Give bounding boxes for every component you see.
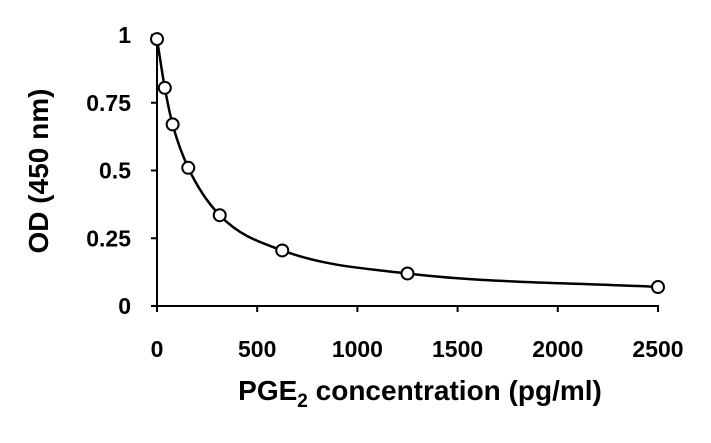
x-tick-label: 2000 [532,336,583,362]
x-tick-label: 1000 [332,336,383,362]
x-axis-title-prefix: PGE [238,375,297,406]
y-tick-label: 0.75 [86,90,131,116]
y-axis: 0 0.25 0.5 0.75 1 [86,22,158,319]
data-points [150,32,665,295]
x-axis-title: PGE2 concentration (pg/ml) [238,375,602,412]
data-point [212,208,227,223]
x-tick-label: 500 [238,336,276,362]
fit-curve-line [155,38,659,289]
y-tick-label: 1 [118,22,131,48]
x-tick-label: 1500 [432,336,483,362]
x-tick-label: 2500 [632,336,683,362]
x-axis-title-suffix: concentration (pg/ml) [308,375,602,406]
y-tick-label: 0.25 [86,225,131,251]
data-point [157,80,172,95]
x-tick-label: 0 [151,336,164,362]
data-point [150,32,164,47]
x-axis-title-subscript: 2 [297,391,308,412]
data-point [651,280,665,295]
x-axis: 0 500 1000 1500 2000 2500 [151,305,684,362]
y-axis-title: OD (450 nm) [23,89,54,254]
data-point [165,117,180,132]
y-tick-label: 0 [118,293,131,319]
data-point [275,243,290,258]
data-point [400,266,415,281]
data-point [181,160,196,175]
y-tick-label: 0.5 [99,158,131,184]
